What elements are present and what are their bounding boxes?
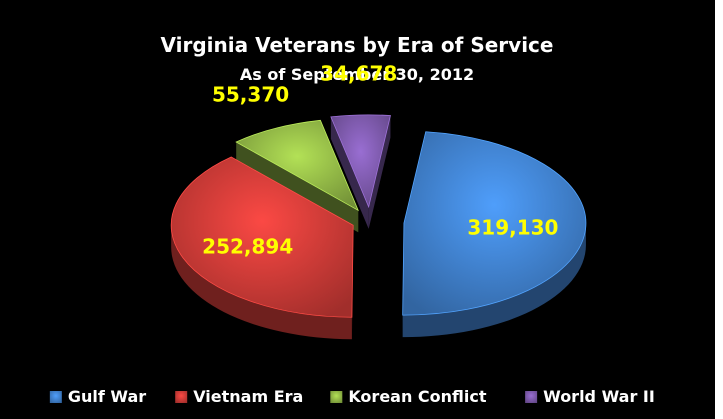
legend-label-vietnam-era: Vietnam Era xyxy=(193,387,303,406)
chart-title: Virginia Veterans by Era of Service xyxy=(161,33,554,57)
legend: Gulf War Vietnam Era Korean Conflict World … xyxy=(49,387,655,406)
slice-cut-world-war-ii-1 xyxy=(368,115,391,229)
data-label-gulf-war: 319,130 xyxy=(467,216,558,240)
slice-side-gulf-war xyxy=(402,223,586,338)
slice-vietnam-era xyxy=(170,156,354,340)
data-label-korean-conflict: 55,370 xyxy=(212,83,289,107)
legend-label-world-war-ii: World War II xyxy=(543,387,655,406)
legend-swatch-korean-conflict xyxy=(330,391,343,403)
legend-item-vietnam-era: Vietnam Era xyxy=(175,387,303,406)
slice-top-vietnam-era xyxy=(170,156,354,318)
slice-side-vietnam-era xyxy=(171,225,352,340)
data-labels: 319,130 252,894 55,370 34,678 xyxy=(202,62,558,259)
pie-slices xyxy=(170,114,587,340)
legend-label-korean-conflict: Korean Conflict xyxy=(348,387,487,406)
legend-item-gulf-war: Gulf War xyxy=(49,387,146,406)
slice-cut-korean-conflict-0 xyxy=(236,142,359,233)
data-label-world-war-ii: 34,678 xyxy=(320,62,397,86)
legend-swatch-vietnam-era xyxy=(175,391,188,403)
slice-world-war-ii xyxy=(330,114,391,229)
legend-swatch-gulf-war xyxy=(49,391,62,403)
slice-cut-world-war-ii-0 xyxy=(330,116,369,229)
legend-swatch-world-war-ii xyxy=(525,391,538,403)
legend-label-gulf-war: Gulf War xyxy=(68,387,146,406)
legend-item-world-war-ii: World War II xyxy=(525,387,655,406)
chart-subtitle: As of September 30, 2012 xyxy=(240,65,474,84)
slice-gulf-war xyxy=(402,131,587,338)
slice-top-gulf-war xyxy=(402,131,587,316)
legend-item-korean-conflict: Korean Conflict xyxy=(330,387,487,406)
data-label-vietnam-era: 252,894 xyxy=(202,235,293,259)
slice-top-korean-conflict xyxy=(235,119,360,212)
slice-top-world-war-ii xyxy=(330,114,391,209)
slice-korean-conflict xyxy=(235,119,360,233)
